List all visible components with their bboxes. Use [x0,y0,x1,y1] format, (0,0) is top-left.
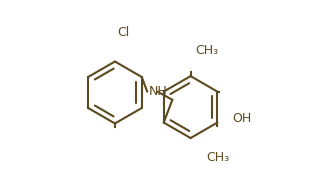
Text: NH: NH [148,85,167,98]
Text: CH₃: CH₃ [195,44,219,57]
Text: OH: OH [232,112,252,125]
Text: Cl: Cl [117,26,129,39]
Text: CH₃: CH₃ [206,151,230,164]
